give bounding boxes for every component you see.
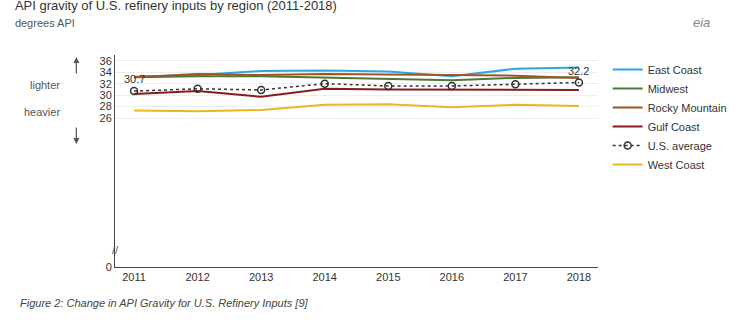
svg-text:2012: 2012 (185, 271, 209, 283)
svg-text://: // (112, 244, 119, 256)
svg-text:U.S. average: U.S. average (648, 140, 712, 152)
svg-text:30.7: 30.7 (124, 73, 145, 85)
svg-text:2011: 2011 (122, 271, 146, 283)
svg-text:34: 34 (100, 66, 112, 78)
svg-text:heavier: heavier (24, 106, 60, 118)
svg-text:2018: 2018 (567, 271, 591, 283)
svg-text:2016: 2016 (440, 271, 464, 283)
svg-text:26: 26 (100, 112, 112, 124)
svg-text:lighter: lighter (30, 79, 60, 91)
svg-text:32: 32 (100, 78, 112, 90)
svg-text:36: 36 (100, 55, 112, 67)
svg-text:2017: 2017 (503, 271, 527, 283)
svg-text:28: 28 (100, 100, 112, 112)
svg-text:West Coast: West Coast (648, 159, 705, 171)
svg-text:Midwest: Midwest (648, 83, 688, 95)
svg-text:East Coast: East Coast (648, 64, 702, 76)
svg-text:32.2: 32.2 (568, 65, 589, 77)
svg-text:Figure 2: Change in API Gravit: Figure 2: Change in API Gravity for U.S.… (20, 297, 308, 309)
svg-text:Rocky Mountain: Rocky Mountain (648, 102, 727, 114)
svg-text:API gravity of U.S. refinery i: API gravity of U.S. refinery inputs by r… (15, 0, 337, 29)
svg-text:2014: 2014 (312, 271, 336, 283)
svg-text:0: 0 (106, 261, 112, 273)
svg-text:eia: eia (693, 15, 710, 30)
svg-text:2015: 2015 (376, 271, 400, 283)
svg-text:Gulf Coast: Gulf Coast (648, 121, 700, 133)
svg-text:2013: 2013 (249, 271, 273, 283)
svg-text:30: 30 (100, 89, 112, 101)
